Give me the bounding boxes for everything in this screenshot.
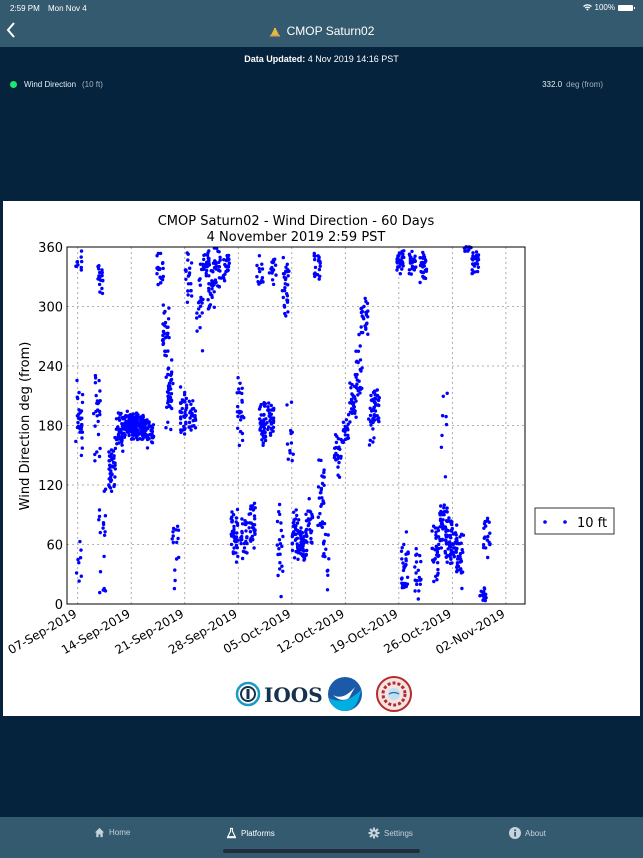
tab-about[interactable]: About [509,827,546,839]
y-tick-label: 300 [38,301,63,316]
info-icon [509,827,521,839]
ioos-logo: IOOS [235,681,323,707]
tab-settings[interactable]: Settings [368,827,413,839]
sensor-value: 332.0 [542,80,563,89]
x-axis-ticks: 07-Sep-201914-Sep-201921-Sep-201928-Sep-… [5,606,507,657]
chart-points [74,245,492,603]
home-icon [94,827,105,838]
chart-subtitle: 4 November 2019 2:59 PST [207,230,386,245]
battery-icon [618,4,635,11]
data-updated: Data Updated: 4 Nov 2019 14:16 PST [0,54,643,64]
data-updated-label: Data Updated: [244,54,306,64]
sensor-name: Wind Direction [24,80,77,89]
y-tick-label: 0 [55,598,63,613]
sensor-row[interactable]: Wind Direction (10 ft) 332.0 deg (from) [10,79,603,91]
tab-settings-label: Settings [384,828,413,838]
status-right: 100% [582,3,635,12]
y-tick-label: 360 [38,241,63,256]
y-tick-label: 60 [46,539,63,554]
plot-frame [66,246,526,605]
wifi-icon [582,4,592,11]
chevron-left-icon [6,22,15,38]
wind-direction-chart: CMOP Saturn02 - Wind Direction - 60 Days… [5,214,615,712]
data-updated-value: 4 Nov 2019 14:16 PST [307,54,399,64]
y-tick-label: 180 [38,420,63,435]
ioos-logo-text: IOOS [264,683,323,707]
y-axis-label: Wind Direction deg (from) [18,342,33,511]
page-title-text: CMOP Saturn02 [286,24,375,38]
back-button[interactable] [6,21,16,43]
status-dot-icon [10,81,17,88]
status-time: 2:59 PM [10,4,40,13]
gear-icon [368,827,380,839]
nav-bar: CMOP Saturn02 [0,16,643,47]
chart-title: CMOP Saturn02 - Wind Direction - 60 Days [158,214,435,229]
page-title: CMOP Saturn02 [0,24,643,38]
noaa-logo [328,677,362,711]
tab-platforms[interactable]: Platforms [226,827,275,839]
y-axis-ticks: 0 60 120 180 240 300 360 [38,241,63,613]
tab-home[interactable]: Home [94,827,130,838]
sensor-unit: deg (from) [566,80,603,89]
cmop-logo [376,676,412,712]
battery-percent: 100% [594,3,615,12]
status-bar: 2:59 PM Mon Nov 4 100% [0,0,643,16]
tab-platforms-label: Platforms [241,828,275,838]
chart-image: CMOP Saturn02 - Wind Direction - 60 Days… [3,201,640,716]
legend-label: 10 ft [577,516,607,531]
sensor-depth: (10 ft) [82,80,103,89]
y-tick-label: 240 [38,360,63,375]
tab-home-label: Home [109,828,131,837]
y-tick-label: 120 [38,479,63,494]
buoy-icon [226,827,237,839]
status-date: Mon Nov 4 [48,4,87,13]
chart-legend: 10 ft [534,507,615,535]
tab-about-label: About [525,828,546,838]
buoy-icon [269,25,280,37]
home-indicator[interactable] [223,849,420,853]
